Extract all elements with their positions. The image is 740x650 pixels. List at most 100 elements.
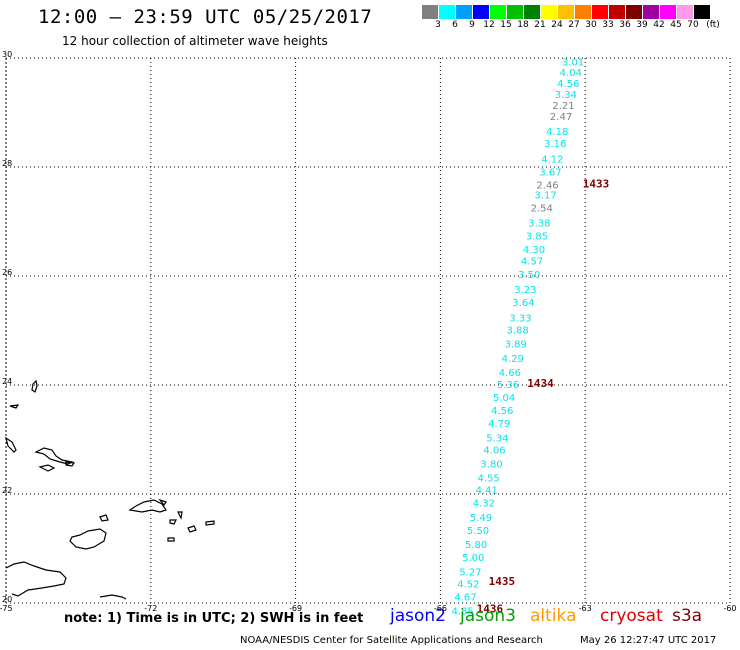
wave-height-value: 5.27 [459, 567, 481, 578]
legend-swatch [626, 5, 643, 19]
wave-height-value: 4.79 [488, 419, 510, 430]
legend-swatch [473, 5, 490, 19]
wave-height-value: 3.34 [555, 90, 577, 101]
wave-height-value: 4.52 [457, 579, 479, 590]
legend-labels: 3 6 9 12 15 18 21 24 27 30 33 36 39 42 45 70 (ft) [422, 19, 740, 31]
island-outline [9, 404, 20, 409]
wave-height-value: 3.88 [506, 325, 528, 336]
lon-label: -60 [723, 604, 736, 613]
pass-time-label: 1436 [477, 602, 504, 615]
legend-swatch [694, 5, 711, 19]
island-outline [158, 498, 167, 507]
island-outline [99, 514, 109, 522]
legend-label: 15 [500, 20, 512, 30]
legend-label: 12 [483, 20, 495, 30]
land-outlines [5, 379, 215, 600]
wave-height-value: 3.89 [505, 340, 527, 351]
lat-label: 22 [2, 486, 12, 495]
generation-timestamp: May 26 12:27:47 UTC 2017 [580, 635, 717, 646]
island-outline [167, 537, 175, 542]
legend-swatch [677, 5, 694, 19]
island-outline [31, 379, 38, 393]
island-outline [187, 525, 197, 533]
legend-label: 6 [452, 20, 458, 30]
map-frame [5, 57, 731, 604]
wave-height-value: 5.04 [493, 393, 515, 404]
legend-label: 45 [670, 20, 682, 30]
wave-height-value: 5.80 [465, 540, 487, 551]
island-outline [34, 447, 74, 465]
wave-height-value: 4.56 [491, 406, 513, 417]
legend-swatch [558, 5, 575, 19]
legend-label: 42 [653, 20, 665, 30]
lon-label: -72 [144, 604, 157, 613]
island-outline [5, 436, 17, 453]
wave-height-value: 3.01 [562, 57, 584, 68]
coastline [5, 561, 67, 597]
legend-swatch [439, 5, 456, 19]
legend-swatch [592, 5, 609, 19]
wave-height-value: 2.46 [536, 180, 558, 191]
legend-label: 30 [585, 20, 597, 30]
wave-height-value: 3.80 [480, 459, 502, 470]
footnote: note: 1) Time is in UTC; 2) SWH is in fe… [64, 611, 364, 626]
satellite-name: jason3 [460, 606, 516, 626]
wave-height-value: 3.17 [534, 190, 556, 201]
legend-label: 33 [602, 20, 614, 30]
legend-label: 36 [619, 20, 631, 30]
wave-height-value: 2.54 [531, 203, 553, 214]
wave-height-value: 5.50 [467, 526, 489, 537]
pass-time-label: 1435 [489, 575, 515, 588]
wave-height-value: 4.12 [541, 154, 563, 165]
lat-label: 20 [2, 595, 12, 604]
legend-swatch [660, 5, 677, 19]
wave-height-value: 5.34 [486, 433, 508, 444]
satellite-name: altika [530, 606, 577, 626]
coastline [99, 594, 127, 600]
island-outline [205, 520, 215, 526]
color-legend: 3 6 9 12 15 18 21 24 27 30 33 36 39 42 45 70 (ft) [422, 5, 740, 31]
wave-height-value: 4.18 [546, 127, 568, 138]
legend-swatch [507, 5, 524, 19]
axis-labels: 30 28 26 24 22 20-75 -72 -69 -66 -63 -60 [0, 50, 737, 613]
wave-height-value: 3.38 [528, 219, 550, 230]
wave-height-value: 4.29 [502, 354, 524, 365]
wave-height-value: 5.00 [462, 553, 484, 564]
lon-label: -66 [434, 604, 447, 613]
wave-height-value: 4.32 [473, 499, 495, 510]
legend-label: 18 [517, 20, 529, 30]
satellite-name: cryosat [600, 606, 663, 626]
lat-label: 24 [2, 377, 12, 386]
wave-height-value: 3.64 [512, 298, 534, 309]
lat-lon-grid [5, 57, 731, 604]
wave-height-value: 3.33 [509, 313, 531, 324]
wave-height-value: 4.57 [521, 257, 543, 268]
legend-swatch [456, 5, 473, 19]
legend-unit: (ft) [706, 20, 720, 30]
wave-height-value: 3.16 [544, 139, 566, 150]
island-outline [65, 461, 76, 467]
legend-label: 39 [636, 20, 648, 30]
credit-text: NOAA/NESDIS Center for Satellite Applica… [240, 635, 543, 646]
island-outline [38, 464, 56, 472]
altimeter-track: 3.014.044.563.342.212.474.183.164.123.67… [451, 57, 584, 617]
wave-height-value: 4.41 [476, 486, 498, 497]
wave-height-value: 4.30 [523, 245, 545, 256]
legend-swatch [575, 5, 592, 19]
wave-height-value: 5.49 [470, 513, 492, 524]
wave-height-value: 4.04 [560, 68, 582, 79]
wave-height-value: 2.21 [552, 101, 574, 112]
legend-swatch [643, 5, 660, 19]
wave-height-value: 3.67 [539, 167, 561, 178]
page-subtitle: 12 hour collection of altimeter wave hei… [62, 34, 328, 48]
island-outline [177, 511, 183, 520]
lon-label: -75 [0, 604, 13, 613]
legend-label: 27 [568, 20, 580, 30]
legend-label: 70 [687, 20, 699, 30]
wave-height-value: 3.85 [526, 232, 548, 243]
wave-height-value: 4.06 [483, 445, 505, 456]
lat-label: 26 [2, 268, 12, 277]
legend-label: 9 [469, 20, 475, 30]
time-labels: 1433 1434 1435 1436 [477, 177, 610, 615]
